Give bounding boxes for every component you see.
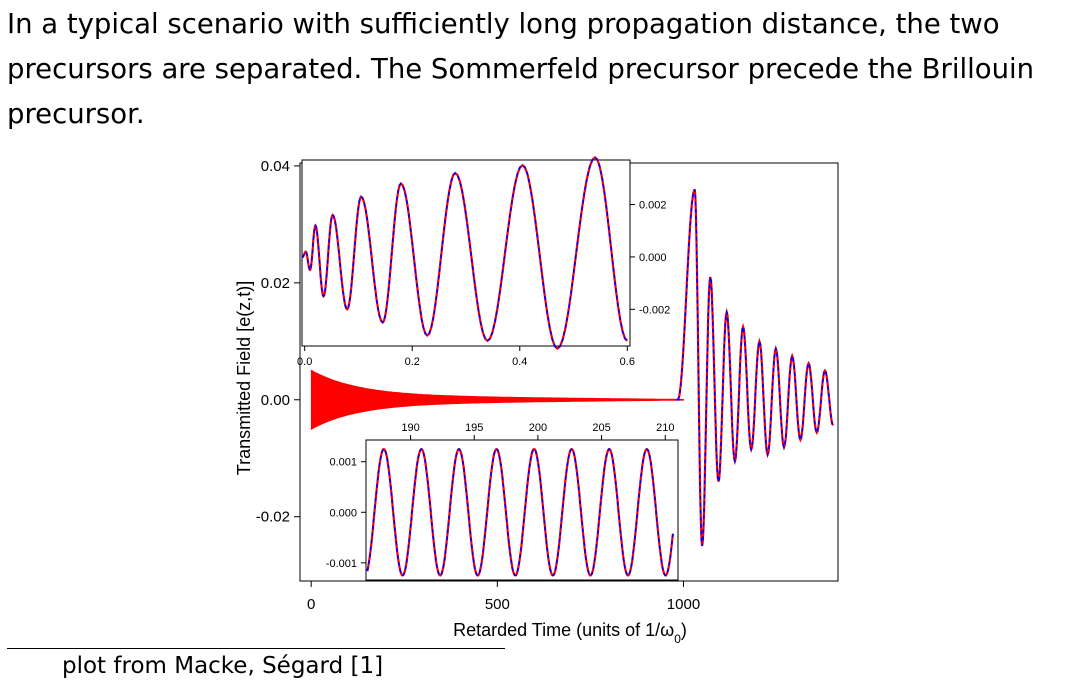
upper-inset-experiment-line [302,156,628,350]
main-y-tick-label: 0.04 [261,158,290,175]
main-x-tick-label: 0 [307,596,315,613]
upper-inset-ticks [304,204,635,351]
lower-inset-series [366,447,674,577]
upper-inset-series [302,155,629,351]
lower-inset-ticks [361,435,666,564]
upper-inset-frame [301,159,631,347]
footnote-rule [7,648,505,649]
lower-inset-x-tick-label: 190 [401,422,419,434]
lower-inset-frame [365,439,679,581]
intro-paragraph: In a typical scenario with sufficiently … [7,8,1035,130]
upper-inset-x-tick-label: 0.4 [512,356,527,368]
footnote: plot from Macke, Ségard [1] [62,653,384,679]
brillouin-experiment-line [677,189,834,547]
upper-inset-background [302,160,630,346]
main-x-tick-label: 1000 [667,596,700,613]
upper-inset-y-tick-label: -0.002 [639,304,670,316]
main-series [310,188,835,547]
upper-inset-x-tick-label: 0.2 [405,356,420,368]
main-y-tick-label: -0.02 [256,509,290,526]
lower-inset-x-tick-label: 195 [465,422,483,434]
main-y-axis-label: Transmitted Field [e(z,t)] [234,281,254,475]
lower-inset-y-tick-label: -0.001 [326,558,357,570]
sommerfeld-precursor-band [310,369,684,431]
main-y-tick-label: 0.02 [261,275,290,292]
upper-inset-x-tick-label: 0.0 [297,356,312,368]
lower-inset-x-tick-label: 210 [656,422,674,434]
main-axis-tick-labels: 0 500 1000 -0.02 0.00 0.02 0.04 [256,158,700,613]
main-x-tick-label: 500 [485,596,510,613]
main-x-axis-label: Retarded Time (units of 1/ω0) [453,620,687,646]
upper-inset-x-tick-label: 0.6 [620,356,635,368]
upper-inset-y-tick-label: 0.000 [639,252,667,264]
main-y-tick-label: 0.00 [261,392,290,409]
lower-inset-experiment-line [366,448,674,577]
lower-inset-x-tick-label: 205 [592,422,610,434]
lower-inset-y-tick-label: 0.001 [329,457,357,469]
lower-inset-y-tick-label: 0.000 [329,507,357,519]
upper-inset-plot: 0.0 0.2 0.4 0.6 -0.002 0.000 0.002 [297,155,670,368]
lower-inset-tick-labels: 190 195 200 205 210 -0.001 0.000 0.001 [326,422,675,570]
upper-inset-y-tick-label: 0.002 [639,200,667,212]
main-plot-area: 0 500 1000 -0.02 0.00 0.02 0.04 Retarded Time … [234,158,839,646]
lower-inset-plot: 190 195 200 205 210 -0.001 0.000 0.001 [326,422,679,581]
main-axis-ticks [294,165,684,587]
upper-inset-tick-labels: 0.0 0.2 0.4 0.6 -0.002 0.000 0.002 [297,200,670,368]
lower-inset-x-tick-label: 200 [529,422,547,434]
precursor-chart: 0 500 1000 -0.02 0.00 0.02 0.04 Retarded Time … [234,155,839,646]
